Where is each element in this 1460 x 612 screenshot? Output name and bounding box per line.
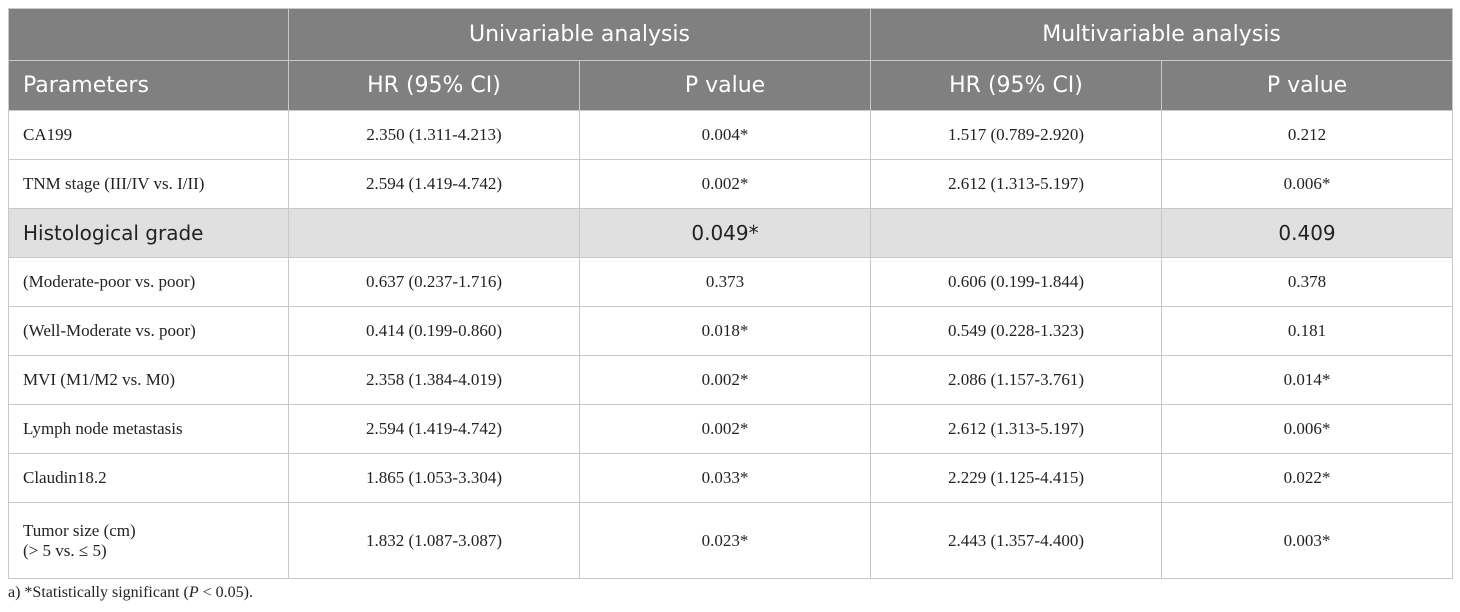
table-row: MVI (M1/M2 vs. M0) 2.358 (1.384-4.019) 0.0… xyxy=(8,355,1454,405)
table-cell: CA199 xyxy=(8,110,289,160)
table-cell: 1.865 (1.053-3.304) xyxy=(288,453,580,503)
table-cell: 0.022* xyxy=(1161,453,1454,503)
column-header: Parameters xyxy=(8,60,289,111)
table-cell: 0.181 xyxy=(1161,306,1454,356)
table-cell: TNM stage (III/IV vs. I/II) xyxy=(8,159,289,209)
table-cell xyxy=(870,208,1163,258)
table-cell: 0.378 xyxy=(1161,257,1454,307)
group-header: Multivariable analysis xyxy=(870,8,1454,61)
table-cell: 1.517 (0.789-2.920) xyxy=(870,110,1163,160)
group-header: Univariable analysis xyxy=(287,8,872,61)
table-row: CA199 2.350 (1.311-4.213) 0.004* 1.517 (0.7… xyxy=(8,110,1454,160)
footnote: a) *Statistically significant (P < 0.05)… xyxy=(8,584,253,602)
table-cell: 0.549 (0.228-1.323) xyxy=(870,306,1163,356)
table-cell: 0.003* xyxy=(1161,502,1454,579)
column-header: P value xyxy=(1161,60,1454,111)
table-cell: 0.002* xyxy=(578,404,872,454)
table-cell: 0.006* xyxy=(1161,404,1454,454)
table-cell: 0.212 xyxy=(1161,110,1454,160)
table-row: Claudin18.2 1.865 (1.053-3.304) 0.033* 2.22… xyxy=(8,453,1454,503)
table-cell: 0.033* xyxy=(578,453,872,503)
table-cell: 0.002* xyxy=(578,159,872,209)
group-header-row: Univariable analysis Multivariable analy… xyxy=(8,8,1454,61)
table-cell: 0.014* xyxy=(1161,355,1454,405)
table-body: CA199 2.350 (1.311-4.213) 0.004* 1.517 (0.7… xyxy=(8,110,1454,579)
table-cell: 0.004* xyxy=(578,110,872,160)
table-cell: 0.002* xyxy=(578,355,872,405)
table-cell: Tumor size (cm) (> 5 vs. ≤ 5) xyxy=(8,502,289,579)
table-cell: 0.409 xyxy=(1161,208,1454,258)
table-cell: 2.612 (1.313-5.197) xyxy=(870,159,1163,209)
column-header: HR (95% CI) xyxy=(870,60,1163,111)
footnote-text: a) *Statistically significant ( xyxy=(8,584,189,601)
table-cell: Lymph node metastasis xyxy=(8,404,289,454)
results-table: Univariable analysis Multivariable analy… xyxy=(8,8,1454,579)
footnote-text: < 0.05). xyxy=(198,584,253,601)
table-cell: 2.229 (1.125-4.415) xyxy=(870,453,1163,503)
table-cell: 0.606 (0.199-1.844) xyxy=(870,257,1163,307)
column-header-row: Parameters HR (95% CI) P value HR (95% C… xyxy=(8,60,1454,111)
table-cell: 2.594 (1.419-4.742) xyxy=(288,159,580,209)
table-cell: 2.594 (1.419-4.742) xyxy=(288,404,580,454)
table-cell: 0.049* xyxy=(578,208,872,258)
footnote-italic: P xyxy=(188,584,199,601)
table-cell xyxy=(288,208,580,258)
table-row: TNM stage (III/IV vs. I/II) 2.594 (1.419-… xyxy=(8,159,1454,209)
table-cell: Histological grade xyxy=(8,208,289,258)
table-cell: 0.414 (0.199-0.860) xyxy=(288,306,580,356)
column-header: P value xyxy=(578,60,872,111)
table-cell: Claudin18.2 xyxy=(8,453,289,503)
table-cell: 2.350 (1.311-4.213) xyxy=(288,110,580,160)
table-cell: MVI (M1/M2 vs. M0) xyxy=(8,355,289,405)
table-cell: 0.023* xyxy=(578,502,872,579)
table-cell: 2.086 (1.157-3.761) xyxy=(870,355,1163,405)
column-header: HR (95% CI) xyxy=(288,60,580,111)
table-row: (Well-Moderate vs. poor) 0.414 (0.199-0.8… xyxy=(8,306,1454,356)
table-row: (Moderate-poor vs. poor) 0.637 (0.237-1.7… xyxy=(8,257,1454,307)
table-cell: 0.006* xyxy=(1161,159,1454,209)
table-row: Histological grade 0.049* 0.409 xyxy=(8,208,1454,258)
table-cell: (Well-Moderate vs. poor) xyxy=(8,306,289,356)
table-cell: 0.373 xyxy=(578,257,872,307)
table-cell: 2.612 (1.313-5.197) xyxy=(870,404,1163,454)
table-row: Tumor size (cm) (> 5 vs. ≤ 5) 1.832 (1.08… xyxy=(8,502,1454,579)
table-cell: (Moderate-poor vs. poor) xyxy=(8,257,289,307)
table-cell: 2.358 (1.384-4.019) xyxy=(288,355,580,405)
header-cell xyxy=(8,8,289,61)
table-cell: 1.832 (1.087-3.087) xyxy=(288,502,580,579)
table-cell: 2.443 (1.357-4.400) xyxy=(870,502,1163,579)
table-cell: 0.637 (0.237-1.716) xyxy=(288,257,580,307)
table-cell: 0.018* xyxy=(578,306,872,356)
table-row: Lymph node metastasis 2.594 (1.419-4.742)… xyxy=(8,404,1454,454)
